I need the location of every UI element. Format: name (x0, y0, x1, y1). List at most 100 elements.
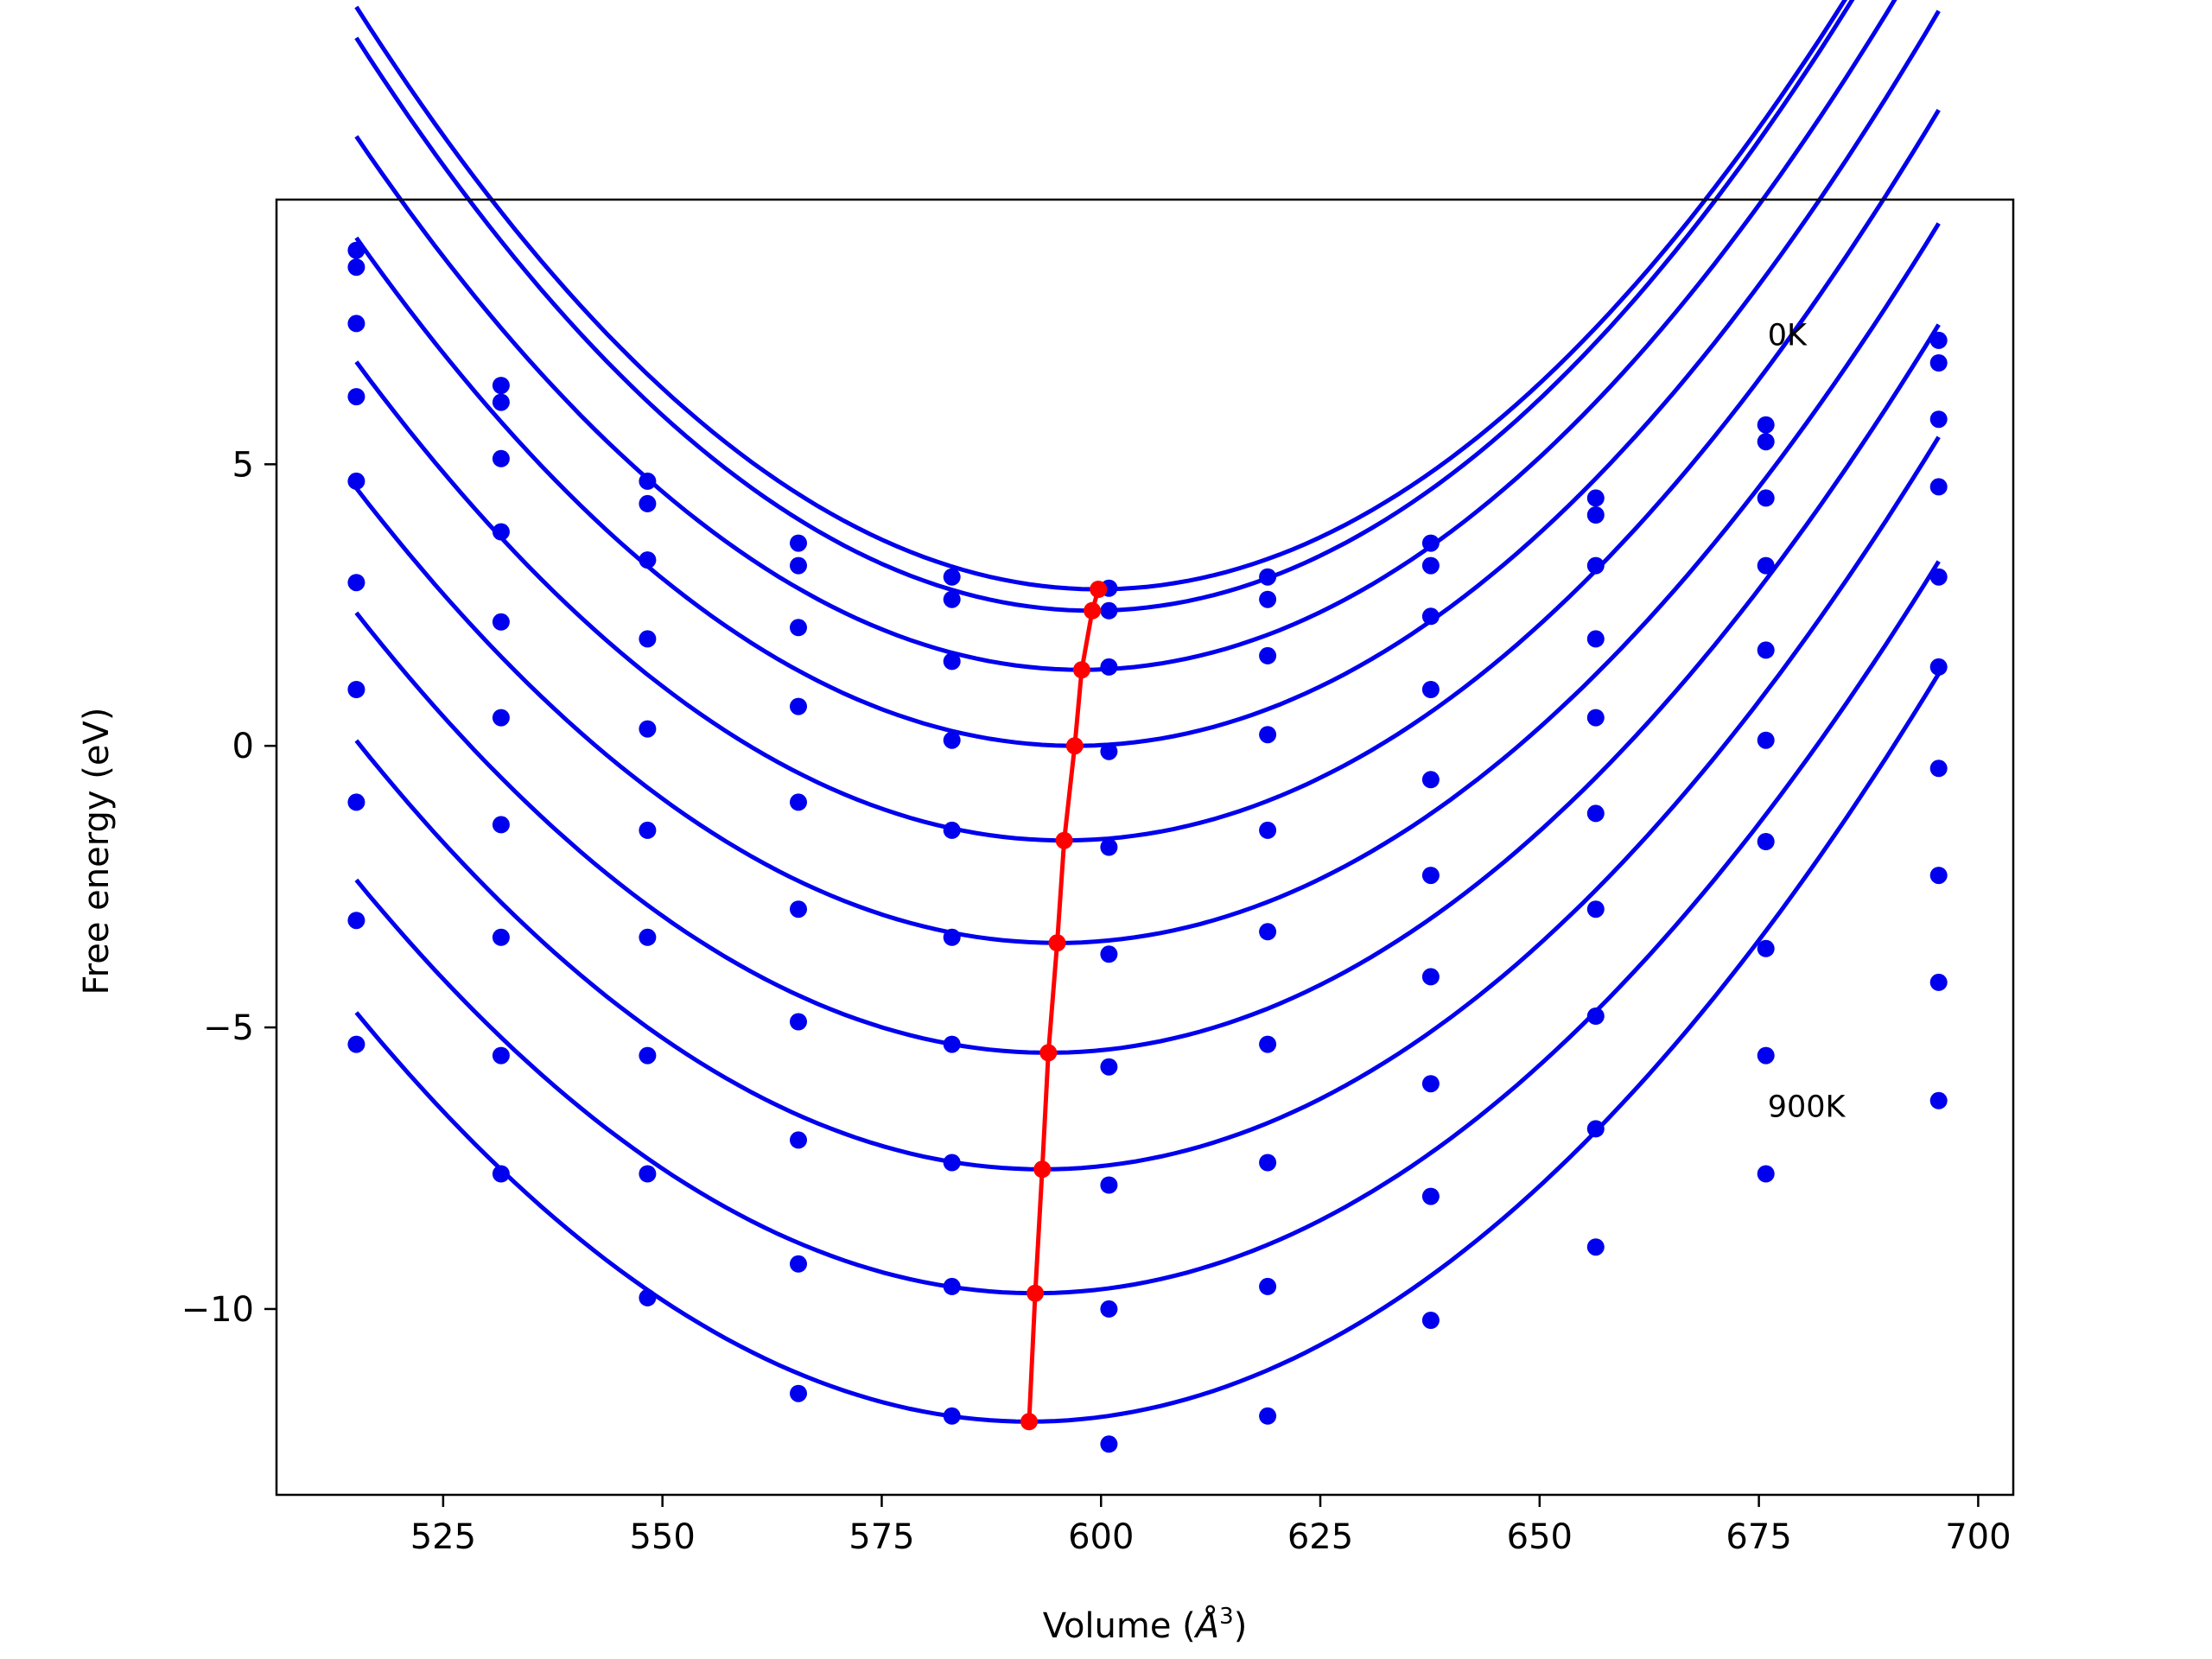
data-point-0-7 (1421, 534, 1440, 552)
annotation-1: 900K (1768, 1090, 1847, 1124)
fit-curve-1 (354, 0, 1855, 613)
data-point-5-7 (1421, 867, 1440, 885)
data-point-6-5 (1100, 1058, 1118, 1076)
data-point-0-9 (1757, 416, 1775, 434)
data-point-6-7 (1421, 968, 1440, 986)
data-point-3-0 (347, 388, 365, 406)
data-point-8-5 (1100, 1300, 1118, 1318)
y-axis-label: Free energy (eV) (77, 708, 117, 995)
data-point-9-10 (1929, 1091, 1948, 1109)
data-point-3-9 (1757, 556, 1775, 575)
y-tick-label-2: −5 (203, 1008, 254, 1048)
data-point-8-8 (1586, 1120, 1605, 1138)
fit-curve-8 (354, 560, 1941, 1296)
data-point-8-7 (1421, 1187, 1440, 1205)
data-point-6-2 (639, 928, 657, 946)
fit-curve-5 (354, 222, 1941, 945)
data-point-1-8 (1586, 506, 1605, 524)
fit-curve-7 (354, 435, 1941, 1172)
minima-point-2 (1072, 661, 1090, 679)
data-point-5-8 (1586, 804, 1605, 823)
data-point-6-9 (1757, 833, 1775, 850)
data-point-5-6 (1259, 923, 1277, 941)
fit-curve-4 (354, 109, 1941, 843)
data-point-1-4 (943, 590, 961, 608)
data-point-4-9 (1757, 641, 1775, 659)
data-point-5-4 (943, 928, 961, 946)
fit-curve-9 (354, 672, 1941, 1424)
data-point-1-3 (790, 556, 807, 575)
data-point-6-4 (943, 1035, 961, 1053)
fit-curve-6 (354, 323, 1941, 1055)
axes-frame (275, 198, 2015, 1497)
data-point-3-1 (492, 523, 510, 541)
data-point-7-7 (1421, 1075, 1440, 1093)
data-point-3-10 (1929, 478, 1948, 496)
data-point-9-7 (1421, 1312, 1440, 1329)
data-point-5-10 (1929, 658, 1948, 676)
data-point-4-7 (1421, 771, 1440, 789)
data-point-3-5 (1100, 742, 1118, 760)
data-point-0-4 (943, 568, 961, 586)
x-axis-label: Volume (Å3) (1043, 1604, 1248, 1646)
data-point-0-2 (639, 472, 657, 490)
x-tick-label-650: 650 (1507, 1517, 1573, 1557)
data-point-0-1 (492, 377, 510, 395)
data-point-8-6 (1259, 1277, 1277, 1295)
data-point-0-10 (1929, 331, 1948, 349)
y-tick-label-0: 5 (232, 445, 254, 485)
y-tick-label-3: −10 (181, 1290, 254, 1330)
axis-ticks: 525 550 575 600 625 650 675 700 5 0 −5 −10 (181, 445, 2012, 1557)
data-point-2-1 (492, 449, 510, 467)
data-point-9-5 (1100, 1435, 1118, 1453)
data-point-4-5 (1100, 838, 1118, 856)
data-point-6-1 (492, 816, 510, 834)
data-point-6-0 (347, 681, 365, 698)
data-point-2-0 (347, 315, 365, 333)
data-point-0-8 (1586, 489, 1605, 507)
fit-curve-0 (354, 0, 1848, 592)
minima-point-9 (1020, 1413, 1038, 1431)
x-tick-label-600: 600 (1068, 1517, 1134, 1557)
fit-curve-2 (354, 0, 1897, 672)
data-point-8-3 (790, 1255, 807, 1273)
data-point-0-3 (790, 534, 807, 552)
data-point-9-3 (790, 1384, 807, 1402)
data-point-7-8 (1586, 1007, 1605, 1025)
x-tick-label-700: 700 (1945, 1517, 2011, 1557)
data-point-2-5 (1100, 658, 1118, 676)
x-tick-label-525: 525 (410, 1517, 476, 1557)
y-tick-label-1: 0 (232, 727, 254, 766)
data-point-8-2 (639, 1165, 657, 1183)
data-point-3-8 (1586, 630, 1605, 648)
data-point-1-9 (1757, 433, 1775, 451)
data-point-8-10 (1929, 973, 1948, 991)
annotations: 0K 900K (1768, 318, 1847, 1124)
data-point-9-1 (492, 1165, 510, 1183)
data-point-4-1 (492, 613, 510, 631)
data-point-2-2 (639, 551, 657, 569)
data-point-0-0 (347, 241, 365, 259)
data-point-6-10 (1929, 760, 1948, 778)
data-point-7-3 (790, 1131, 807, 1149)
minima-point-5 (1048, 934, 1066, 952)
minima-point-8 (1027, 1284, 1045, 1302)
data-point-4-3 (790, 793, 807, 811)
annotation-0: 0K (1768, 318, 1808, 353)
x-tick-label-675: 675 (1726, 1517, 1791, 1557)
data-point-5-9 (1757, 731, 1775, 749)
x-tick-label-550: 550 (629, 1517, 695, 1557)
data-point-5-0 (347, 574, 365, 592)
data-point-8-9 (1757, 1046, 1775, 1065)
data-point-1-5 (1100, 601, 1118, 620)
axis-labels: Volume (Å3) Free energy (eV) (77, 708, 1247, 1646)
data-point-1-10 (1929, 354, 1948, 372)
data-point-6-6 (1259, 1035, 1277, 1053)
data-point-5-3 (790, 900, 807, 918)
data-point-3-2 (639, 630, 657, 648)
data-point-7-6 (1259, 1154, 1277, 1172)
data-point-9-6 (1259, 1407, 1277, 1425)
data-point-4-2 (639, 720, 657, 738)
minima-point-6 (1039, 1044, 1058, 1062)
data-point-2-6 (1259, 646, 1277, 664)
